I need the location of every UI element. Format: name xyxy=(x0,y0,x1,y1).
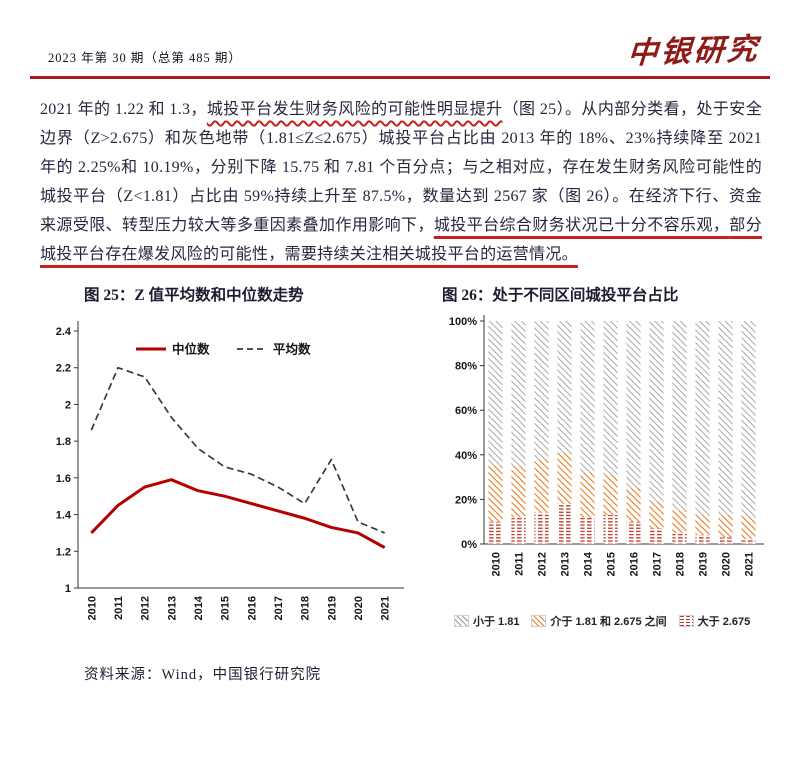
svg-text:平均数: 平均数 xyxy=(273,342,311,357)
orange-hatch-swatch-icon xyxy=(531,615,547,627)
figure-25-title: 图 25：Z 值平均数和中位数走势 xyxy=(84,287,304,304)
svg-text:100%: 100% xyxy=(449,316,477,328)
issue-info: 2023 年第 30 期（总第 485 期） xyxy=(48,51,242,65)
legend-item: 大于 2.675 xyxy=(678,613,751,629)
svg-text:2019: 2019 xyxy=(698,552,710,576)
charts-row: 图 25：Z 值平均数和中位数走势 1 1.2 1.4 1.6 1.8 2 2.2 2.4 20… xyxy=(0,269,800,659)
svg-text:40%: 40% xyxy=(455,450,477,462)
svg-text:2020: 2020 xyxy=(353,596,365,620)
svg-text:2017: 2017 xyxy=(273,596,285,620)
data-source: 资料来源：Wind，中国银行研究院 xyxy=(84,667,322,683)
interval-share-bar-chart: 0% 20% 40% 60% 80% 100% 2010 2011 2012 2013 2014 20… xyxy=(449,315,764,576)
svg-text:2015: 2015 xyxy=(220,596,232,620)
svg-text:1.4: 1.4 xyxy=(56,510,72,522)
brand-logo: 中银研究 xyxy=(626,31,762,72)
svg-text:中位数: 中位数 xyxy=(172,342,210,357)
red-dash-swatch-icon xyxy=(678,615,694,627)
svg-text:2014: 2014 xyxy=(193,595,205,620)
svg-text:2019: 2019 xyxy=(326,596,338,620)
svg-text:2020: 2020 xyxy=(721,552,733,576)
svg-text:1.8: 1.8 xyxy=(56,436,71,448)
annotated-text-segment: 城投平台综合财务状况已十分不容乐观， xyxy=(433,217,730,234)
svg-text:2: 2 xyxy=(65,399,71,411)
text-segment: （图 25）。从内部分类看，处于安全边界（Z>2.675）和灰色地带（1.81≤… xyxy=(40,101,763,234)
header-divider xyxy=(30,76,770,79)
svg-text:2021: 2021 xyxy=(380,596,392,620)
svg-text:80%: 80% xyxy=(455,361,477,373)
annotated-text-segment: 部分城投平台存在爆发风险的可能性， xyxy=(40,217,762,263)
svg-text:2012: 2012 xyxy=(140,596,152,620)
legend-label: 介于 1.81 和 2.675 之间 xyxy=(550,616,667,628)
svg-text:1: 1 xyxy=(65,583,71,595)
svg-text:2012: 2012 xyxy=(537,552,549,576)
svg-text:1.6: 1.6 xyxy=(56,473,71,485)
svg-text:2021: 2021 xyxy=(744,552,756,576)
figure-26-title: 图 26：处于不同区间城投平台占比 xyxy=(442,287,679,304)
svg-text:2017: 2017 xyxy=(652,552,664,576)
body-paragraph: 2021 年的 1.22 和 1.3，城投平台发生财务风险的可能性明显提升（图 … xyxy=(0,79,800,269)
svg-text:0%: 0% xyxy=(461,539,477,551)
svg-text:60%: 60% xyxy=(455,405,477,417)
svg-text:2018: 2018 xyxy=(300,596,312,620)
svg-text:2011: 2011 xyxy=(113,596,125,620)
legend-label: 小于 1.81 xyxy=(473,616,520,628)
svg-text:2016: 2016 xyxy=(629,552,641,576)
legend-label: 大于 2.675 xyxy=(697,616,751,628)
svg-text:2013: 2013 xyxy=(560,552,572,576)
page-header: 2023 年第 30 期（总第 485 期） 中银研究 xyxy=(0,0,800,76)
annotated-text-segment: 需要持续关注相关城投平台的运营情况。 xyxy=(284,246,578,263)
svg-text:2013: 2013 xyxy=(166,596,178,620)
annotated-text-segment: 城投平台发生财务风险的可能性明显提升 xyxy=(206,101,503,118)
svg-text:2.2: 2.2 xyxy=(56,363,71,375)
legend-item: 介于 1.81 和 2.675 之间 xyxy=(531,613,667,629)
text-segment: 2021 年的 1.22 和 1.3， xyxy=(40,101,207,118)
svg-text:2018: 2018 xyxy=(675,552,687,576)
svg-text:2010: 2010 xyxy=(491,552,503,576)
zscore-line-chart: 1 1.2 1.4 1.6 1.8 2 2.2 2.4 2010 2011 2012 2013 2014… xyxy=(56,321,404,620)
legend-item: 小于 1.81 xyxy=(454,613,519,629)
figure-25: 图 25：Z 值平均数和中位数走势 1 1.2 1.4 1.6 1.8 2 2.2 2.4 20… xyxy=(40,283,426,659)
svg-text:1.2: 1.2 xyxy=(56,546,71,558)
svg-text:2010: 2010 xyxy=(86,596,98,620)
svg-text:2014: 2014 xyxy=(583,551,595,576)
svg-text:2011: 2011 xyxy=(514,552,526,576)
svg-text:2.4: 2.4 xyxy=(56,326,72,338)
svg-text:20%: 20% xyxy=(455,494,477,506)
figure-26: 图 26：处于不同区间城投平台占比 0% 20% 40% 60% 80% 100% 2010… xyxy=(440,283,780,659)
svg-text:2015: 2015 xyxy=(606,552,618,576)
svg-text:2016: 2016 xyxy=(246,596,258,620)
gray-hatch-swatch-icon xyxy=(454,615,469,627)
bar-chart-legend: 小于 1.81 介于 1.81 和 2.675 之间 大于 2.675 xyxy=(440,609,780,629)
